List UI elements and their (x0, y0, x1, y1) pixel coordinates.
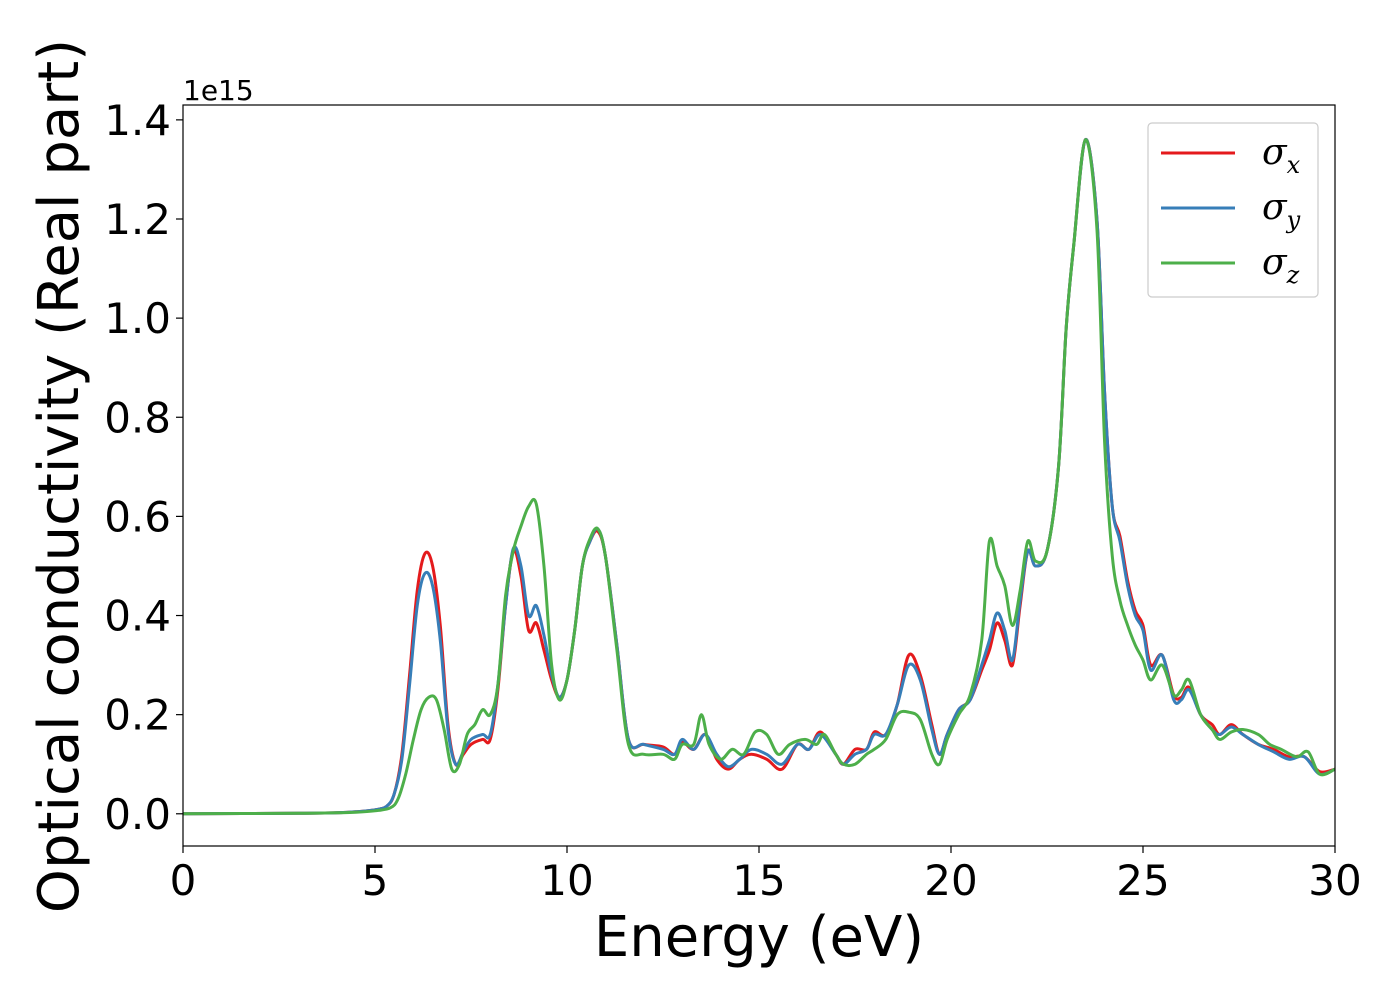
legend-frame (1147, 122, 1319, 298)
x-axis-title: Energy (eV) (594, 905, 924, 970)
x-tick-label: 15 (732, 856, 785, 905)
x-tick-label: 25 (1116, 856, 1169, 905)
y-tick-label: 0.8 (104, 393, 171, 442)
y-axis-ticks: 0.0 0.2 0.4 0.6 0.8 1.0 1.2 1.4 (104, 96, 183, 839)
legend-symbol: σ (1262, 242, 1288, 283)
y-axis-title: Optical conductivity (Real part) (27, 39, 92, 913)
y-tick-label: 1.0 (104, 294, 171, 343)
y-axis-offset-label: 1e15 (183, 74, 254, 107)
legend-subscript: x (1287, 151, 1301, 179)
plot-frame (182, 104, 1336, 847)
x-tick-label: 0 (170, 856, 197, 905)
x-axis-ticks: 0 5 10 15 20 25 30 (170, 846, 1362, 905)
legend-label-sigma-x: σx (1262, 132, 1301, 179)
x-tick-label: 10 (540, 856, 593, 905)
series-line-sigma-y (183, 138, 1335, 816)
x-tick-label: 30 (1308, 856, 1361, 905)
x-tick-label: 5 (362, 856, 389, 905)
y-tick-label: 1.2 (104, 195, 171, 244)
y-tick-label: 0.0 (104, 790, 171, 839)
y-tick-label: 1.4 (104, 96, 171, 145)
legend-subscript: z (1286, 261, 1300, 289)
y-tick-label: 0.4 (104, 592, 171, 641)
y-tick-label: 0.2 (104, 691, 171, 740)
series-lines (183, 138, 1335, 816)
legend-symbol: σ (1262, 132, 1288, 173)
series-line-sigma-z (183, 138, 1335, 816)
legend-symbol: σ (1262, 187, 1288, 228)
y-tick-label: 0.6 (104, 492, 171, 541)
legend-label-sigma-y: σy (1262, 187, 1301, 234)
x-tick-label: 20 (924, 856, 977, 905)
legend-subscript: y (1286, 206, 1301, 234)
legend-label-sigma-z: σz (1262, 242, 1300, 289)
